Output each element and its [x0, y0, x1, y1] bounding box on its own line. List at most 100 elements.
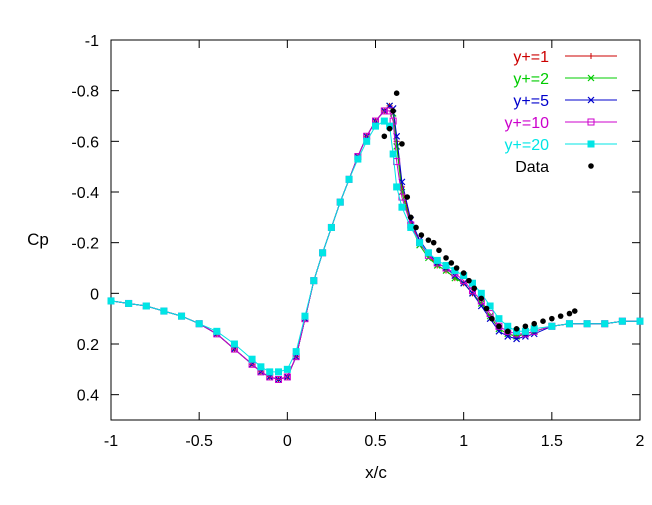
- point-square-open: [283, 373, 291, 381]
- point-square: [345, 175, 353, 183]
- point-square: [407, 223, 415, 231]
- point-dot: [489, 315, 495, 322]
- series-3: [107, 107, 644, 383]
- series-5: [381, 90, 578, 335]
- point-square: [107, 297, 115, 305]
- point-square: [565, 320, 573, 328]
- point-square: [372, 122, 379, 130]
- y-tick-label: -0.6: [71, 134, 99, 151]
- series-1: [107, 102, 644, 383]
- point-square: [477, 289, 485, 297]
- point-square: [257, 363, 265, 371]
- point-dot: [443, 255, 449, 261]
- point-square: [275, 368, 283, 376]
- x-tick-label: 0.5: [364, 433, 386, 450]
- point-square: [248, 355, 256, 363]
- point-square: [327, 223, 335, 231]
- point-square: [530, 325, 538, 333]
- point-square: [319, 249, 327, 257]
- point-square: [636, 317, 644, 325]
- point-square: [266, 368, 274, 376]
- point-square: [398, 203, 406, 211]
- point-plus: [588, 53, 594, 59]
- point-square: [230, 340, 238, 348]
- point-square: [504, 322, 512, 330]
- point-dot: [496, 323, 502, 330]
- point-dot: [557, 313, 564, 319]
- point-square: [195, 320, 203, 328]
- series-0: [108, 102, 643, 383]
- x-tick-label: -0.5: [185, 433, 213, 450]
- point-dot: [471, 285, 478, 292]
- point-dot: [483, 305, 490, 312]
- point-dot: [466, 277, 472, 284]
- point-square: [495, 315, 503, 323]
- legend-label: y+=5: [513, 93, 549, 110]
- point-dot: [566, 310, 573, 317]
- legend-label: y+=10: [505, 115, 550, 132]
- point-dot: [448, 260, 455, 266]
- y-tick-label: 0.2: [77, 337, 99, 354]
- point-square: [292, 348, 300, 356]
- point-x: [587, 96, 595, 104]
- series-line: [110, 105, 640, 381]
- point-square: [548, 322, 556, 330]
- point-dot: [478, 295, 485, 302]
- point-square: [587, 140, 595, 148]
- point-square: [363, 137, 371, 145]
- point-square: [416, 239, 424, 247]
- point-dot: [390, 108, 396, 114]
- series-2: [107, 102, 644, 383]
- series-line: [110, 105, 640, 381]
- point-dot: [549, 315, 555, 322]
- point-dot: [386, 125, 393, 132]
- point-dot: [418, 232, 425, 238]
- series-line: [110, 105, 640, 381]
- point-x: [587, 74, 595, 82]
- point-square: [336, 198, 344, 206]
- point-square: [178, 312, 186, 320]
- point-dot: [381, 133, 388, 140]
- series-4: [107, 117, 644, 376]
- y-tick-label: 0.4: [77, 388, 99, 405]
- y-tick-label: -0.2: [71, 236, 99, 253]
- point-square: [380, 117, 388, 125]
- point-square: [583, 320, 591, 328]
- point-square: [283, 365, 291, 373]
- point-dot: [588, 163, 594, 169]
- point-dot: [540, 318, 546, 325]
- x-tick-label: 0: [283, 433, 292, 450]
- plot-frame: [110, 39, 641, 421]
- y-tick-label: -1: [85, 33, 99, 50]
- x-tick-label: 2: [636, 433, 645, 450]
- point-dot: [413, 224, 419, 231]
- point-dot: [531, 320, 537, 327]
- point-square: [301, 312, 309, 320]
- point-dot: [460, 270, 467, 276]
- point-square: [433, 256, 441, 264]
- point-dot: [430, 239, 437, 246]
- point-square: [521, 327, 529, 335]
- axis-ticks: -1 -0.5 0 0.5 1 1.5 2 -1 -0.8 -0.6 -0.4 -0.2 0 0.2 0.4: [71, 33, 644, 450]
- point-square: [393, 183, 401, 191]
- point-dot: [453, 265, 460, 271]
- y-axis-label: Cp: [27, 230, 49, 249]
- plot-border: [110, 39, 641, 421]
- point-square: [468, 279, 476, 287]
- point-dot: [522, 323, 529, 330]
- point-square: [354, 155, 362, 163]
- point-dot: [436, 247, 442, 254]
- point-square: [125, 299, 133, 307]
- point-dot: [513, 326, 520, 332]
- legend-label: y+=20: [505, 137, 550, 154]
- y-tick-label: 0: [90, 286, 99, 303]
- y-tick-label: -0.8: [71, 84, 99, 101]
- point-x: [393, 142, 401, 150]
- point-square: [451, 267, 459, 275]
- point-dot: [407, 214, 414, 221]
- legend-label: Data: [515, 159, 549, 176]
- legend-label: y+=2: [513, 71, 549, 88]
- series-line: [110, 120, 640, 373]
- point-square-open: [380, 107, 388, 115]
